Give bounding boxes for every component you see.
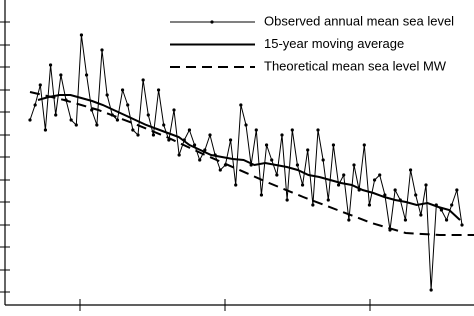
data-point [146,113,150,117]
data-point [311,203,315,207]
data-point [383,193,387,197]
legend-label: Theoretical mean sea level MW [264,58,447,73]
data-point [84,73,89,77]
legend-marker [210,20,214,24]
data-point [408,168,413,172]
data-point [54,113,58,117]
data-point [259,193,264,197]
data-point [187,128,192,132]
data-point [285,198,289,202]
data-point [326,198,330,202]
data-point [372,178,377,182]
data-point [429,288,433,292]
data-point [403,218,408,222]
data-point [59,73,63,77]
data-point [105,93,109,97]
data-point [156,88,161,92]
data-point [126,103,130,107]
data-point [444,218,449,222]
data-point [234,183,238,187]
data-point [290,128,294,132]
data-point [141,78,145,82]
data-point [419,213,423,217]
data-point [131,128,135,132]
data-point [367,203,372,207]
data-point [347,218,351,222]
data-point [208,133,212,137]
data-point [172,108,176,112]
data-point [264,143,269,147]
data-point [321,158,325,162]
data-point [198,158,202,162]
data-point [69,118,73,122]
data-point [300,183,305,187]
legend-label: 15-year moving average [264,36,404,51]
data-point [192,143,197,147]
data-point [306,148,310,152]
data-point [460,223,464,227]
data-point [270,158,274,162]
data-point [275,173,279,177]
data-point [239,103,243,107]
data-point [450,203,454,207]
data-point [331,143,336,147]
series-line [37,94,461,221]
data-point [48,63,53,67]
data-point [177,153,181,157]
data-point [336,183,341,187]
data-point [115,118,120,122]
data-point [414,193,418,197]
data-point [28,118,32,122]
data-point [136,133,140,137]
data-point [424,183,428,187]
data-point [120,88,125,92]
data-point [393,188,397,192]
data-point [244,123,248,127]
data-point [254,128,258,132]
data-point [43,128,48,132]
data-point [33,103,37,107]
data-point [455,188,459,192]
data-point [162,123,166,127]
data-point [38,83,42,87]
data-point [378,173,382,177]
data-point [362,143,366,147]
data-point [295,163,300,167]
data-point [218,168,222,172]
data-point [316,128,320,132]
data-point [352,163,356,167]
data-point [228,138,233,142]
data-point [280,133,284,137]
data-point [151,133,156,137]
data-point [79,33,84,37]
data-point [100,48,104,52]
data-point [439,208,444,212]
data-point [342,173,346,177]
data-point [74,123,78,127]
data-point [95,123,99,127]
legend-label: Observed annual mean sea level [264,13,454,28]
